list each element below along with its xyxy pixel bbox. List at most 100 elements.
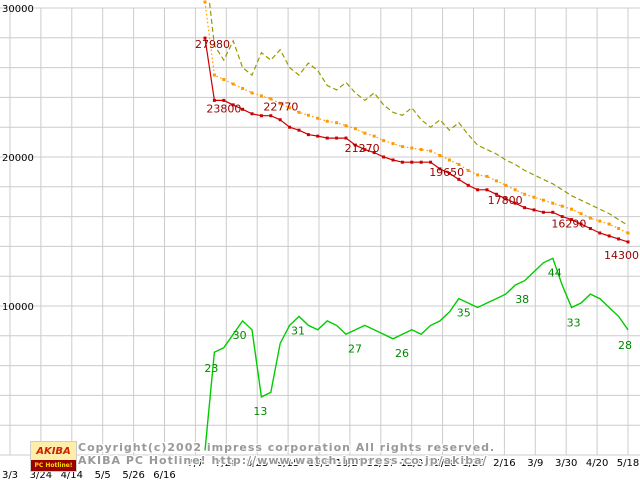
average-price-marker bbox=[278, 101, 282, 105]
lowest-price-marker bbox=[212, 98, 216, 102]
average-price-marker bbox=[212, 73, 216, 77]
shop-count-annotation: 31 bbox=[291, 324, 305, 337]
average-price-marker bbox=[419, 148, 423, 152]
average-price-marker bbox=[541, 198, 545, 202]
lowest-price-marker bbox=[457, 177, 461, 181]
x-axis-label: 2/16 bbox=[493, 458, 515, 469]
lowest-price-marker bbox=[485, 188, 489, 192]
average-price-marker bbox=[231, 82, 235, 86]
average-price-marker bbox=[598, 219, 602, 223]
lowest-price-marker bbox=[203, 36, 207, 40]
average-price-marker bbox=[532, 195, 536, 199]
average-price-marker bbox=[325, 119, 329, 123]
lowest-price-marker bbox=[588, 227, 592, 231]
average-price-marker bbox=[476, 173, 480, 177]
x-axis-label: 9/15 bbox=[277, 458, 299, 469]
shop-count-annotation: 30 bbox=[233, 329, 247, 342]
lowest-price-marker bbox=[476, 188, 480, 192]
average-price-marker bbox=[203, 0, 207, 4]
shop-count-line bbox=[204, 257, 629, 451]
lowest-price-marker bbox=[353, 143, 357, 147]
average-price-marker bbox=[429, 149, 433, 153]
average-price-marker bbox=[579, 212, 583, 216]
average-price-marker bbox=[551, 201, 555, 205]
average-price-marker bbox=[335, 121, 339, 125]
average-price-marker bbox=[269, 97, 273, 101]
shop-count-annotation: 23 bbox=[204, 362, 218, 375]
x-axis-label: 8/25 bbox=[246, 458, 268, 469]
lowest-price-marker bbox=[410, 160, 414, 164]
average-price-marker bbox=[363, 131, 367, 135]
lowest-price-marker bbox=[523, 206, 527, 210]
price-annotation: 17800 bbox=[488, 194, 523, 207]
x-axis-label: 5/5 bbox=[95, 470, 111, 480]
average-price-marker bbox=[457, 162, 461, 166]
lowest-price-marker bbox=[607, 234, 611, 238]
average-price-marker bbox=[588, 216, 592, 220]
lowest-price-marker bbox=[231, 103, 235, 107]
shop-count-annotation: 44 bbox=[548, 266, 562, 279]
average-price-marker bbox=[513, 188, 517, 192]
average-price-marker bbox=[250, 91, 254, 95]
lowest-price-marker bbox=[335, 136, 339, 140]
shop-count-annotation: 27 bbox=[348, 342, 362, 355]
lowest-price-marker bbox=[551, 210, 555, 214]
lowest-price-line bbox=[204, 38, 629, 243]
lowest-price-marker bbox=[316, 134, 320, 138]
price-annotation: 19650 bbox=[429, 166, 464, 179]
lowest-price-marker bbox=[541, 210, 545, 214]
site-url-line: AKIBA PC Hotline! http://www.watch.impre… bbox=[78, 454, 488, 467]
average-price-marker bbox=[353, 127, 357, 131]
x-axis-label: 6/16 bbox=[153, 470, 175, 480]
average-price-marker bbox=[617, 227, 621, 231]
lowest-price-marker bbox=[598, 231, 602, 235]
average-price-marker bbox=[494, 179, 498, 183]
lowest-price-marker bbox=[429, 160, 433, 164]
shop-count-annotation: 13 bbox=[253, 405, 267, 418]
y-axis-label: 30000 bbox=[2, 4, 34, 15]
lowest-price-marker bbox=[617, 237, 621, 241]
average-price-marker bbox=[466, 168, 470, 172]
x-axis-label: 12/8 bbox=[400, 458, 422, 469]
lowest-price-marker bbox=[325, 136, 329, 140]
lowest-price-marker bbox=[532, 208, 536, 212]
average-price-marker bbox=[447, 158, 451, 162]
akiba-logo-title: AKIBA bbox=[31, 442, 76, 460]
lowest-price-marker bbox=[250, 112, 254, 116]
average-price-marker bbox=[626, 231, 630, 235]
lowest-price-marker bbox=[297, 128, 301, 132]
shop-count-annotation: 35 bbox=[457, 307, 471, 320]
average-price-marker bbox=[316, 116, 320, 120]
x-axis-label: 3/9 bbox=[527, 458, 543, 469]
average-price-marker bbox=[344, 124, 348, 128]
lowest-price-marker bbox=[513, 201, 517, 205]
x-axis-label: 3/3 bbox=[2, 470, 18, 480]
average-price-marker bbox=[504, 183, 508, 187]
lowest-price-marker bbox=[626, 240, 630, 244]
lowest-price-marker bbox=[447, 171, 451, 175]
lowest-price-marker bbox=[391, 158, 395, 162]
credit-overlay: Copyright(c)2002 impress corporation All… bbox=[78, 441, 495, 467]
lowest-price-marker bbox=[269, 114, 273, 118]
x-axis-label: 12/28 bbox=[428, 458, 457, 469]
x-axis-label: 7/7 bbox=[187, 458, 203, 469]
price-annotation: 21270 bbox=[345, 142, 380, 155]
x-axis-label: 11/17 bbox=[366, 458, 395, 469]
lowest-price-marker bbox=[222, 98, 226, 102]
lowest-price-marker bbox=[419, 160, 423, 164]
lowest-price-marker bbox=[288, 125, 292, 129]
average-price-marker bbox=[259, 94, 263, 98]
y-axis-label: 10000 bbox=[2, 302, 34, 313]
average-price-line bbox=[204, 1, 629, 234]
akiba-logo-subtitle: PC Hotline! bbox=[31, 460, 76, 471]
average-price-marker bbox=[241, 86, 245, 90]
shop-count-annotation: 26 bbox=[395, 347, 409, 360]
x-axis-label: 7/28 bbox=[215, 458, 237, 469]
lowest-price-marker bbox=[560, 215, 564, 219]
x-axis-label: 4/20 bbox=[586, 458, 608, 469]
average-price-marker bbox=[570, 207, 574, 211]
lowest-price-marker bbox=[259, 114, 263, 118]
lowest-price-marker bbox=[400, 160, 404, 164]
average-price-marker bbox=[560, 204, 564, 208]
